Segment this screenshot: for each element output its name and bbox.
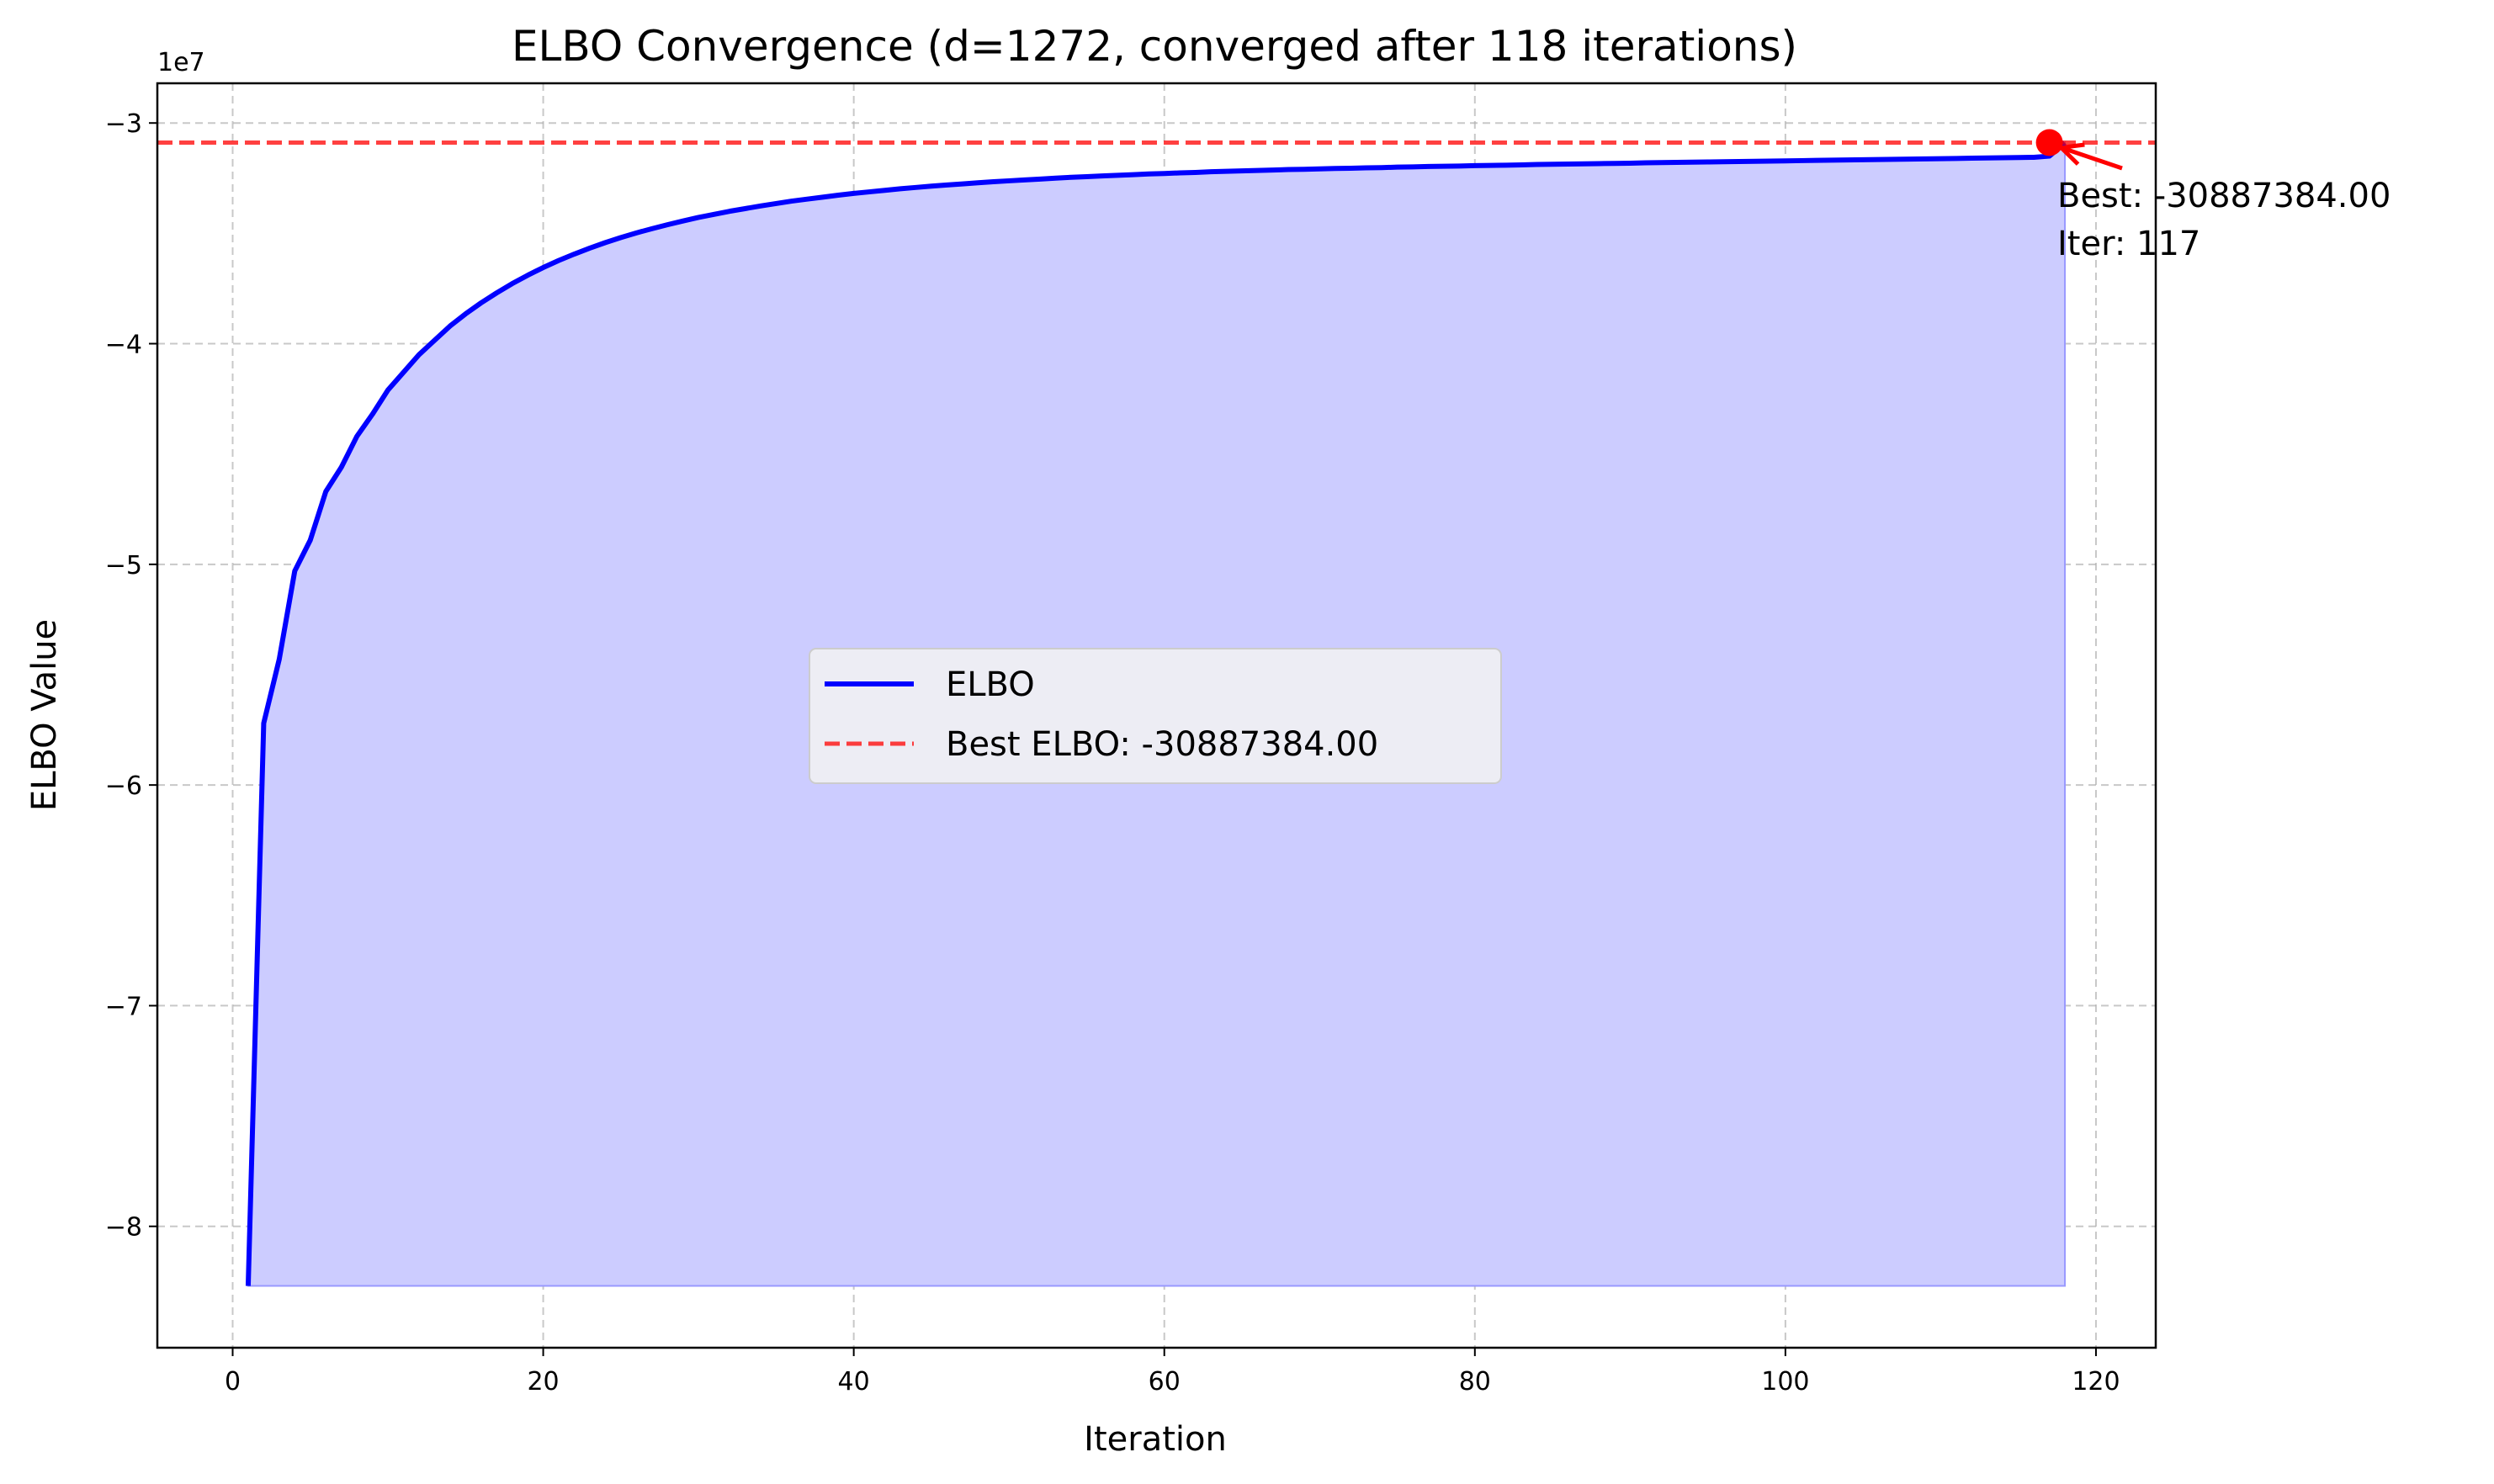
annotation-iter-text: Iter: 117 xyxy=(2057,225,2200,263)
x-tick-label: 0 xyxy=(225,1367,241,1397)
x-tick-label: 80 xyxy=(1459,1367,1491,1397)
y-offset-text: 1e7 xyxy=(157,48,205,77)
y-tick-label: −7 xyxy=(105,992,142,1021)
y-tick-label: −8 xyxy=(105,1213,142,1243)
elbo-series-line xyxy=(245,140,2067,1286)
legend-label-elbo: ELBO xyxy=(946,665,1035,704)
y-axis-title: ELBO Value xyxy=(25,619,64,811)
best-point-marker xyxy=(2035,129,2063,156)
legend: ELBO Best ELBO: -30887384.00 xyxy=(809,648,1502,784)
y-tick-label: −6 xyxy=(105,771,142,801)
legend-label-best: Best ELBO: -30887384.00 xyxy=(946,725,1378,764)
x-tick-label: 20 xyxy=(527,1367,559,1397)
annotation-best-text: Best: -30887384.00 xyxy=(2057,177,2391,215)
chart-title: ELBO Convergence (d=1272, converged afte… xyxy=(512,22,1797,71)
line-layer xyxy=(157,129,2156,1286)
legend-box xyxy=(809,648,1502,784)
tick-layer: 0 20 40 60 80 100 120 −8 −7 −6 −5 −4 −3 xyxy=(105,109,2120,1397)
y-tick-label: −3 xyxy=(105,109,142,139)
x-tick-label: 60 xyxy=(1149,1367,1181,1397)
x-tick-label: 40 xyxy=(838,1367,870,1397)
y-tick-label: −4 xyxy=(105,331,142,360)
annotation-arrow-head xyxy=(2056,142,2085,166)
x-tick-label: 100 xyxy=(1761,1367,1809,1397)
y-tick-label: −5 xyxy=(105,551,142,580)
x-axis-title: Iteration xyxy=(1084,1420,1227,1459)
annotation-layer: Best: -30887384.00 Iter: 117 xyxy=(2057,177,2391,263)
x-tick-label: 120 xyxy=(2072,1367,2120,1397)
plot-frame xyxy=(156,82,2157,1349)
annotation-arrow-shaft xyxy=(2060,146,2123,171)
